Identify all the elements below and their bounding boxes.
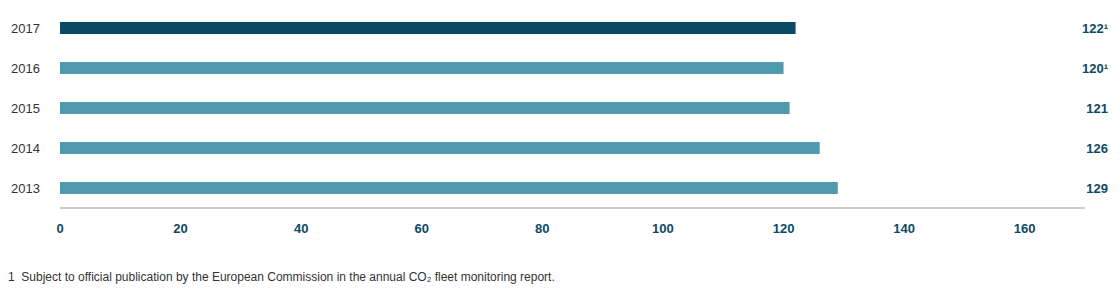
svg-text:80: 80 — [535, 221, 549, 236]
svg-text:20: 20 — [173, 221, 187, 236]
svg-text:0: 0 — [56, 221, 63, 236]
svg-text:121: 121 — [1086, 101, 1108, 116]
svg-text:126: 126 — [1086, 141, 1108, 156]
svg-text:2013: 2013 — [11, 181, 40, 196]
svg-text:2017: 2017 — [11, 21, 40, 36]
svg-text:2014: 2014 — [11, 141, 40, 156]
svg-text:40: 40 — [294, 221, 308, 236]
svg-text:2015: 2015 — [11, 101, 40, 116]
svg-text:2016: 2016 — [11, 61, 40, 76]
svg-text:160: 160 — [1014, 221, 1036, 236]
svg-text:129: 129 — [1086, 181, 1108, 196]
svg-text:120: 120 — [773, 221, 795, 236]
svg-text:120¹: 120¹ — [1082, 61, 1108, 76]
svg-text:122¹: 122¹ — [1082, 21, 1108, 36]
html-text:1 Subject to official publicat: 1 Subject to official publication by the… — [8, 270, 555, 284]
svg-text:100: 100 — [652, 221, 674, 236]
svg-text:140: 140 — [893, 221, 915, 236]
svg-text:60: 60 — [415, 221, 429, 236]
